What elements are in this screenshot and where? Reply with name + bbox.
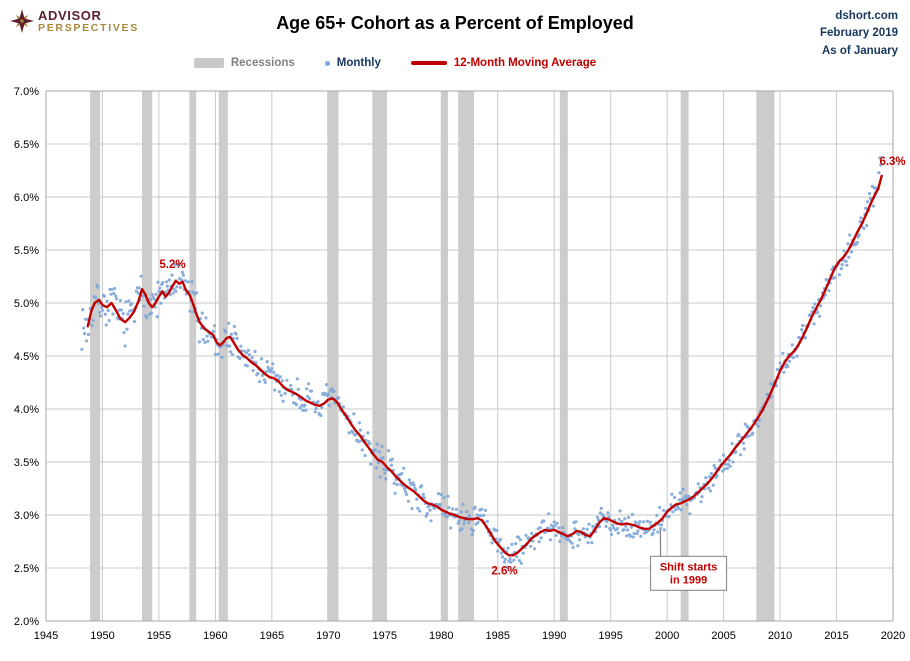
svg-text:5.2%: 5.2% (159, 259, 185, 271)
chart-title: Age 65+ Cohort as a Percent of Employed (276, 13, 634, 33)
x-axis-labels: 1945 1950 1955 1960 1965 1970 1975 1980 1985 1990… (34, 630, 905, 642)
svg-text:1975: 1975 (373, 630, 397, 642)
svg-text:6.0%: 6.0% (14, 192, 39, 204)
svg-text:2010: 2010 (768, 630, 792, 642)
svg-text:in 1999: in 1999 (670, 574, 707, 586)
recession-bands (90, 91, 775, 621)
svg-text:2.5%: 2.5% (14, 563, 39, 575)
legend-item-monthly: Monthly (324, 57, 381, 69)
svg-text:2005: 2005 (711, 630, 735, 642)
svg-text:2020: 2020 (881, 630, 905, 642)
source-info: dshort.com February 2019 As of January (820, 8, 898, 60)
svg-text:3.0%: 3.0% (14, 510, 39, 522)
logo-advisor-text: ADVISOR (38, 8, 102, 23)
svg-text:2000: 2000 (655, 630, 679, 642)
plot-border (45, 90, 894, 622)
svg-text:2.6%: 2.6% (491, 565, 517, 577)
svg-text:1970: 1970 (316, 630, 340, 642)
svg-text:1950: 1950 (90, 630, 114, 642)
legend-label-recessions: Recessions (230, 57, 295, 69)
legend-label-monthly: Monthly (336, 57, 381, 69)
svg-text:4.0%: 4.0% (14, 404, 39, 416)
svg-text:5.0%: 5.0% (14, 298, 39, 310)
chart-legend: Recessions Monthly 12-Month Moving Avera… (55, 57, 735, 69)
svg-text:1995: 1995 (598, 630, 622, 642)
svg-text:1985: 1985 (485, 630, 509, 642)
legend-item-recessions: Recessions (193, 57, 295, 69)
svg-text:5.5%: 5.5% (14, 245, 39, 257)
svg-text:1945: 1945 (34, 630, 58, 642)
svg-text:6.3%: 6.3% (879, 156, 905, 168)
ma-line-swatch (410, 61, 447, 65)
annotations: 5.2% 2.6% 6.3% (159, 156, 905, 577)
legend-label-ma: 12-Month Moving Average (453, 57, 597, 69)
svg-text:1955: 1955 (147, 630, 171, 642)
svg-text:1965: 1965 (260, 630, 284, 642)
monthly-dot-swatch (324, 60, 330, 66)
logo-perspectives-text: PERSPECTIVES (38, 21, 139, 34)
svg-text:1960: 1960 (203, 630, 227, 642)
source-date: February 2019 (820, 27, 898, 40)
compass-rose-icon (10, 9, 34, 34)
svg-text:7.0%: 7.0% (14, 86, 39, 98)
svg-text:2.0%: 2.0% (14, 616, 39, 628)
y-axis-labels: 2.0% 2.5% 3.0% 3.5% 4.0% 4.5% 5.0% 5.5% 6.0% 6.5%… (14, 86, 39, 628)
source-asof: As of January (821, 44, 898, 57)
svg-text:1980: 1980 (429, 630, 453, 642)
recession-band-swatch (193, 58, 224, 68)
svg-text:2015: 2015 (824, 630, 848, 642)
svg-text:4.5%: 4.5% (14, 351, 39, 363)
moving-average-line (86, 174, 883, 557)
logo-text: ADVISOR PERSPECTIVES (38, 9, 139, 34)
svg-text:1990: 1990 (542, 630, 566, 642)
svg-text:3.5%: 3.5% (14, 457, 39, 469)
advisor-perspectives-logo: ADVISOR PERSPECTIVES (10, 9, 139, 34)
source-site: dshort.com (835, 10, 898, 22)
svg-text:6.5%: 6.5% (14, 139, 39, 151)
legend-item-ma: 12-Month Moving Average (410, 57, 597, 69)
svg-text:Shift starts: Shift starts (660, 561, 717, 573)
